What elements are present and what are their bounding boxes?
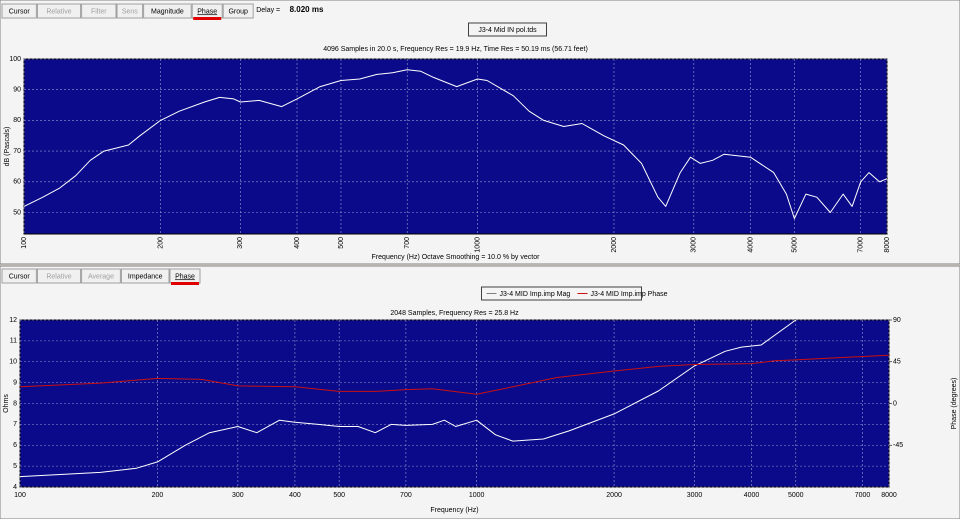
- x-tick-label: 700: [400, 492, 412, 499]
- y2-tick-label: -45: [893, 442, 903, 449]
- y-tick-label: 70: [13, 148, 21, 155]
- button-label: Sens: [122, 8, 138, 15]
- y-tick-label: 10: [9, 359, 17, 366]
- delay-label: Delay =: [256, 7, 280, 14]
- subtitle: 2048 Samples, Frequency Res = 25.8 Hz: [390, 310, 519, 317]
- x-tick-label: 7000: [858, 237, 865, 253]
- y-tick-label: 6: [13, 442, 17, 449]
- x-tick-label: 1000: [469, 492, 485, 499]
- x-tick-label: 700: [404, 237, 411, 249]
- x-tick-label: 3000: [687, 492, 703, 499]
- x-tick-label: 2000: [606, 492, 622, 499]
- legend-box: [481, 286, 642, 301]
- y-tick-label: 50: [13, 209, 21, 216]
- y2-tick-label: 0: [893, 400, 897, 407]
- y-tick-label: 7: [13, 421, 17, 428]
- button-label: Average: [88, 273, 114, 280]
- series-line: [20, 354, 889, 395]
- x-tick-label: 3000: [691, 237, 698, 253]
- y-tick-label: 12: [9, 317, 17, 324]
- y2-tick-label: 90: [893, 317, 901, 324]
- x-tick-label: 300: [232, 492, 244, 499]
- x-tick-label: 500: [338, 237, 345, 249]
- toolbar-button: [36, 3, 82, 19]
- x-tick-label: 4000: [744, 492, 760, 499]
- x-tick-label: 2000: [611, 237, 618, 253]
- toolbar-button[interactable]: [120, 268, 170, 284]
- x-tick-label: 5000: [788, 492, 804, 499]
- legend-label: J3-4 Mid IN pol.tds: [478, 27, 537, 34]
- button-label: Relative: [46, 273, 71, 280]
- series-line: [20, 320, 797, 478]
- button-label[interactable]: Phase: [175, 273, 195, 280]
- x-tick-label: 100: [21, 237, 28, 249]
- y-axis-label: dB (Pascals): [4, 127, 11, 167]
- button-label[interactable]: Cursor: [9, 273, 31, 280]
- x-tick-label: 8000: [881, 492, 897, 499]
- y-tick-label: 100: [9, 56, 21, 63]
- x-tick-label: 300: [237, 237, 244, 249]
- y-tick-label: 5: [13, 463, 17, 470]
- subtitle: 4096 Samples in 20.0 s, Frequency Res = …: [323, 46, 588, 53]
- y2-tick-label: 45: [893, 359, 901, 366]
- x-tick-label: 4000: [747, 237, 754, 253]
- toolbar-button[interactable]: [143, 3, 192, 19]
- toolbar-button: [81, 3, 117, 19]
- button-label[interactable]: Magnitude: [151, 8, 184, 15]
- button-label: Filter: [91, 8, 107, 15]
- selected-indicator: [171, 282, 199, 285]
- y-tick-label: 4: [13, 484, 17, 491]
- legend-label: J3-4 MID Imp.imp Phase: [591, 291, 668, 298]
- button-label: Relative: [46, 8, 71, 15]
- button-label[interactable]: Group: [228, 8, 248, 15]
- button-label[interactable]: Cursor: [9, 8, 31, 15]
- y-tick-label: 9: [13, 379, 17, 386]
- toolbar-button: [81, 268, 121, 284]
- legend-box: [468, 22, 547, 37]
- x-tick-label: 500: [333, 492, 345, 499]
- y2-axis-label: Phase (degrees): [951, 378, 958, 430]
- x-axis-label: Frequency (Hz) Octave Smoothing = 10.0 %…: [372, 254, 541, 261]
- toolbar-button[interactable]: [222, 3, 254, 19]
- x-tick-label: 400: [294, 237, 301, 249]
- y-axis-label: Ohms: [3, 394, 10, 413]
- x-tick-label: 1000: [474, 237, 481, 253]
- y-tick-label: 80: [13, 117, 21, 124]
- button-label[interactable]: Impedance: [128, 273, 163, 280]
- button-label[interactable]: Phase: [197, 8, 217, 15]
- x-tick-label: 5000: [791, 237, 798, 253]
- x-tick-label: 8000: [884, 237, 891, 253]
- y-tick-label: 60: [13, 179, 21, 186]
- delay-value: 8.020 ms: [290, 5, 324, 14]
- series-line: [24, 69, 887, 220]
- toolbar-button: [116, 3, 144, 19]
- plot-area: [23, 58, 888, 235]
- x-tick-label: 100: [14, 492, 26, 499]
- y-tick-label: 8: [13, 400, 17, 407]
- legend-label: J3-4 MID Imp.imp Mag: [500, 291, 571, 298]
- y-tick-label: 90: [13, 87, 21, 94]
- toolbar-button[interactable]: [1, 3, 37, 19]
- x-tick-label: 7000: [855, 492, 871, 499]
- x-tick-label: 400: [289, 492, 301, 499]
- toolbar-button: [36, 268, 82, 284]
- x-tick-label: 200: [157, 237, 164, 249]
- y-tick-label: 11: [10, 338, 17, 345]
- x-axis-label: Frequency (Hz): [430, 507, 478, 514]
- x-tick-label: 200: [152, 492, 164, 499]
- toolbar-button[interactable]: [1, 268, 37, 284]
- selected-indicator: [193, 17, 222, 20]
